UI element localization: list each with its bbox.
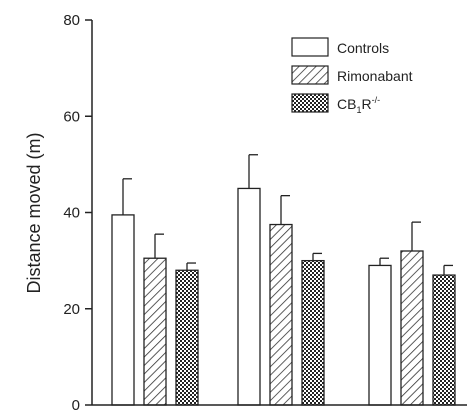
- legend-swatch-controls: [291, 37, 329, 57]
- y-tick-label: 20: [63, 301, 80, 318]
- y-axis-ticks: 0 20 40 60 80: [63, 12, 92, 414]
- legend-cb1r-exp: -/-: [372, 95, 381, 105]
- legend-label-cb1r: CB1R-/-: [337, 95, 380, 115]
- y-tick-label: 60: [63, 108, 80, 125]
- bar-open-group-1: [111, 214, 135, 406]
- bar-hatched-group-3: [400, 250, 424, 406]
- y-tick-label: 0: [72, 397, 80, 414]
- legend-swatch-rimonabant: [291, 65, 329, 85]
- bars: [111, 187, 456, 406]
- bar-crosshatched-group-3: [432, 274, 456, 406]
- legend: Controls Rimonabant CB1R-/-: [291, 37, 413, 115]
- y-tick-label: 40: [63, 205, 80, 222]
- bar-open-group-3: [368, 264, 392, 406]
- legend-cb1r-sub: 1: [356, 105, 361, 115]
- bar-crosshatched-group-2: [301, 259, 325, 406]
- legend-label-rimonabant: Rimonabant: [337, 68, 413, 84]
- bar-hatched-group-2: [269, 223, 293, 406]
- legend-cb1r-main: CB: [337, 96, 356, 112]
- bar-hatched-group-1: [143, 257, 167, 406]
- legend-cb1r-r: R: [361, 96, 371, 112]
- bar-open-group-2: [237, 187, 261, 406]
- legend-label-controls: Controls: [337, 40, 389, 56]
- legend-swatch-cb1r: [291, 93, 329, 113]
- y-axis-title: Distance moved (m): [24, 132, 44, 293]
- error-bars: [122, 154, 453, 276]
- y-tick-label: 80: [63, 12, 80, 29]
- bar-crosshatched-group-1: [175, 269, 199, 406]
- y-axis-title-group: Distance moved (m): [24, 132, 44, 293]
